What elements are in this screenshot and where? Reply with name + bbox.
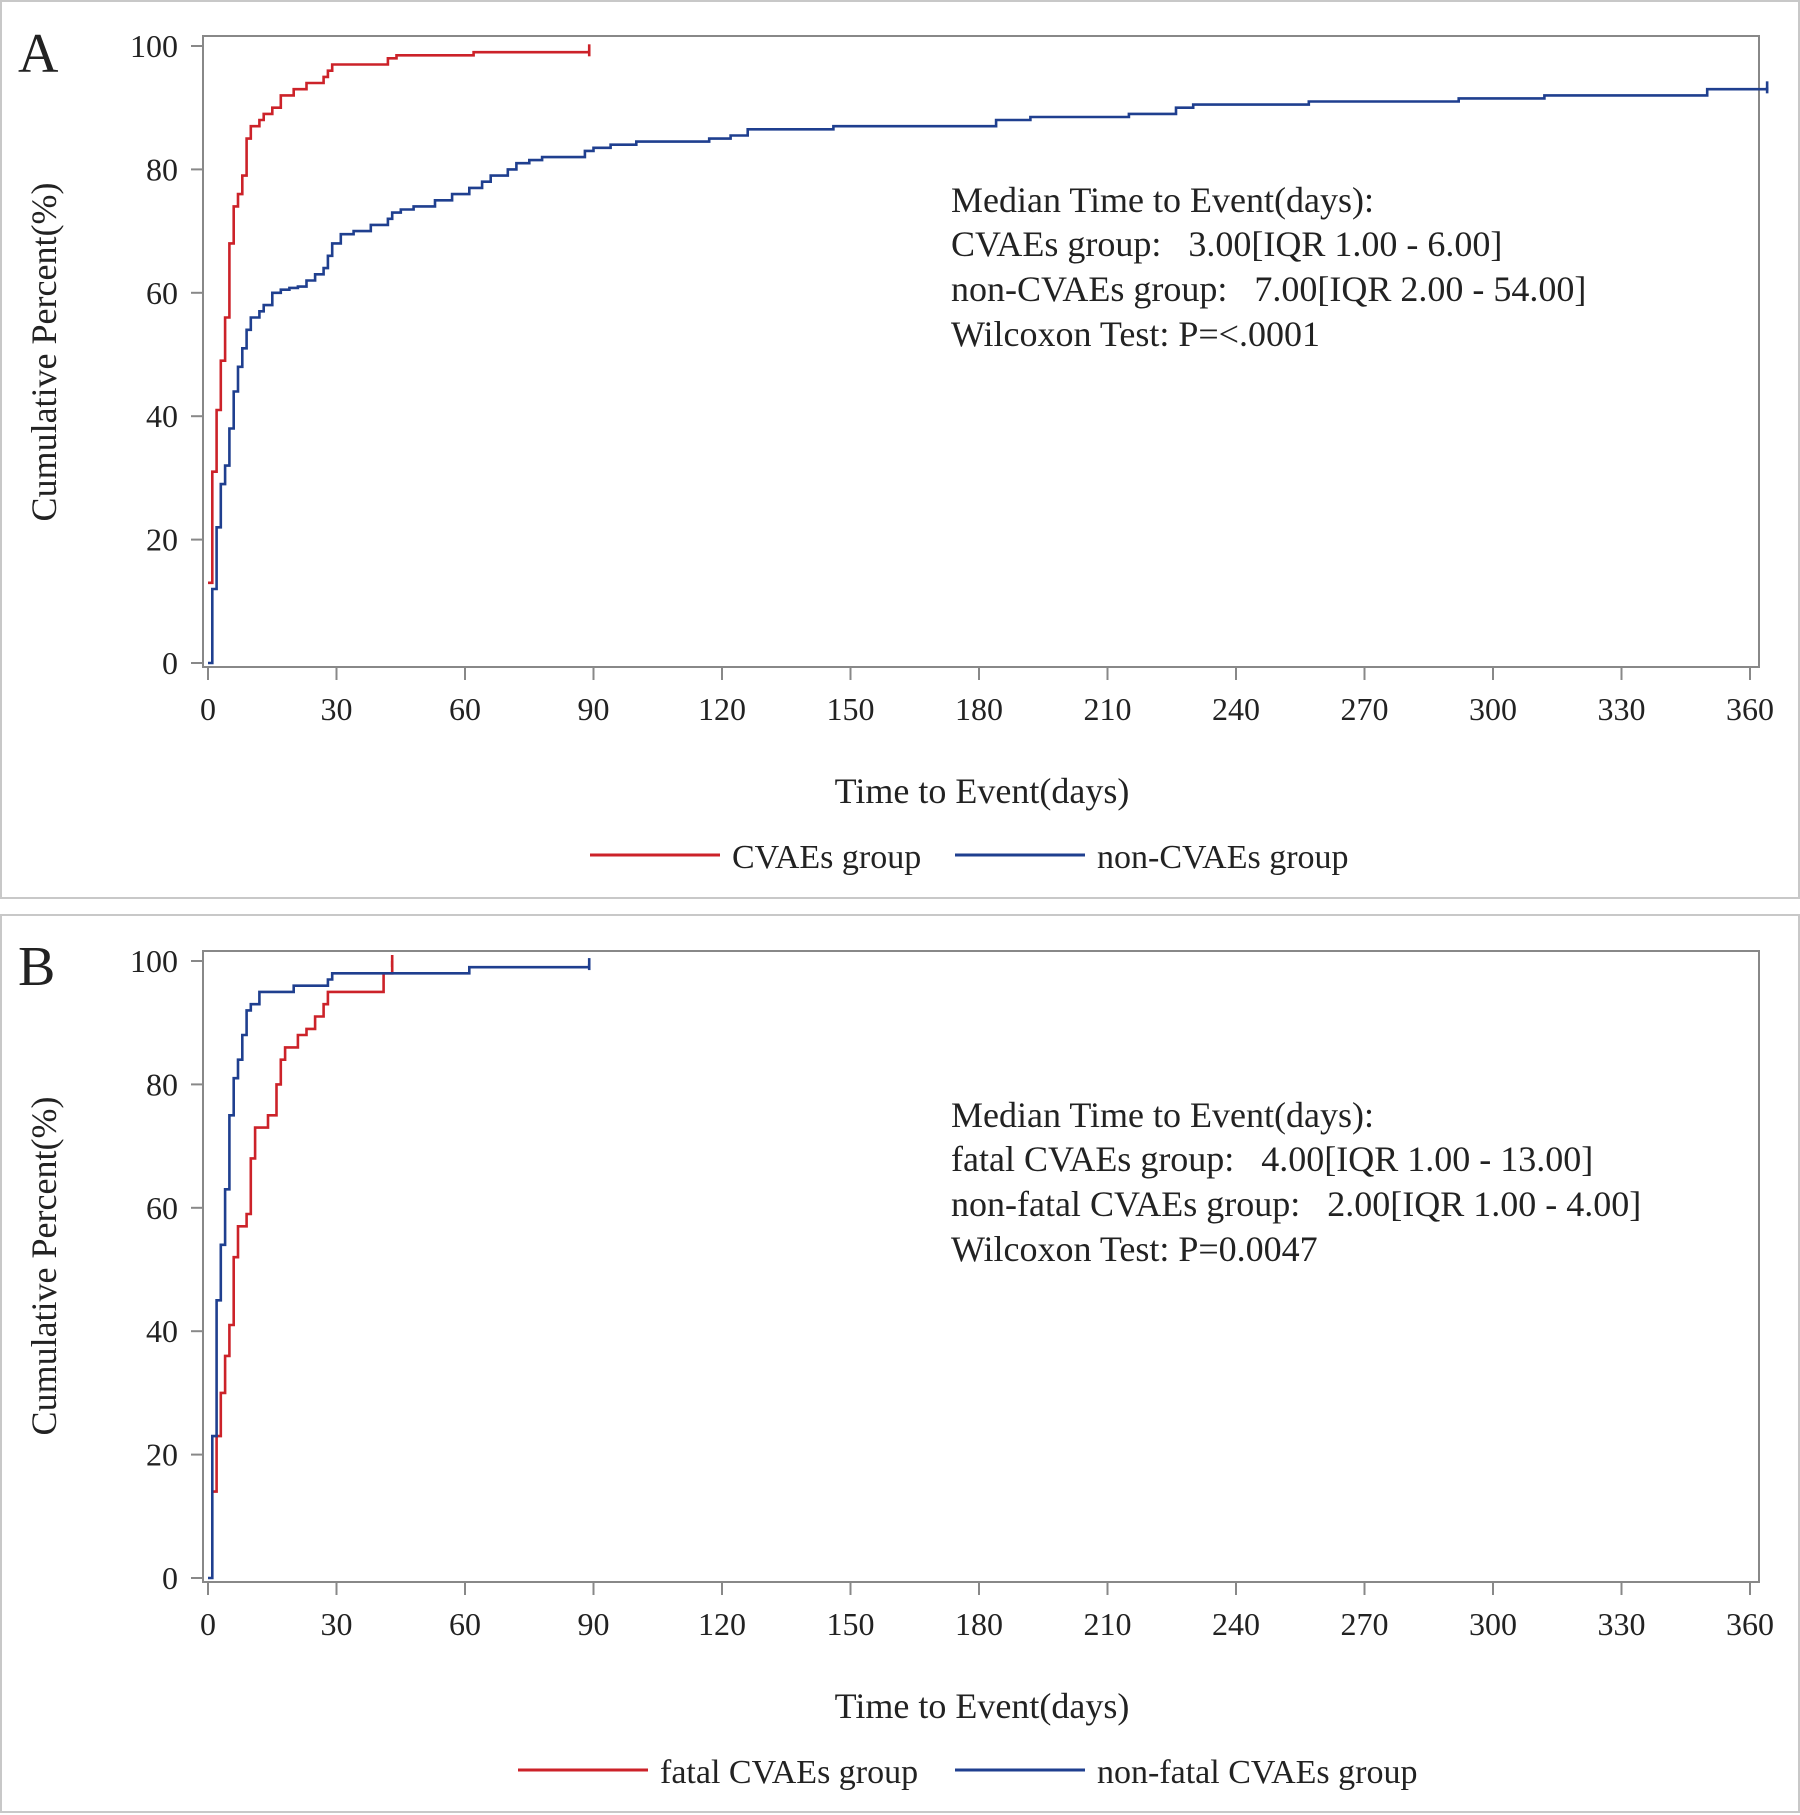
panel-b-x-tick-label-240: 240 (1212, 1606, 1260, 1642)
panel-b-annotation: Median Time to Event(days): fatal CVAEs … (951, 1095, 1641, 1269)
panel-b-x-tick-label-330: 330 (1598, 1606, 1646, 1642)
panel-a-x-tick-label-150: 150 (827, 691, 875, 727)
panel-a-legend-label-cvaes: CVAEs group (732, 839, 921, 876)
panel-b-x-tick-label-60: 60 (449, 1606, 481, 1642)
panel-a-ylabel: Cumulative Percent(%) (24, 183, 64, 522)
panel-b-ylabel: Cumulative Percent(%) (24, 1097, 64, 1436)
panel-a-x-tick-label-300: 300 (1469, 691, 1517, 727)
panel-a-y-tick-label-40: 40 (146, 398, 178, 434)
panel-b-letter: B (18, 936, 55, 998)
panel-b-series (208, 955, 591, 1580)
panel-b-annotation-line-3: non-fatal CVAEs group: 2.00[IQR 1.00 - 4… (951, 1184, 1641, 1224)
panel-a-x-tick-label-210: 210 (1084, 691, 1132, 727)
panel-a-letter: A (18, 23, 59, 85)
panel-a-x-tick-label-360: 360 (1726, 691, 1774, 727)
panel-a-plot-area (202, 35, 1760, 668)
panel-b: B 0 30 60 90 120 150 180 210 240 270 300 330 360 0 20 4… (0, 914, 1800, 1813)
panel-b-axes: 0 30 60 90 120 150 180 210 240 270 300 330 360 0 20 40 6… (130, 943, 1774, 1642)
panel-b-x-tick-label-180: 180 (955, 1606, 1003, 1642)
panel-a-annotation-line-3: non-CVAEs group: 7.00[IQR 2.00 - 54.00] (951, 269, 1586, 309)
panel-a-annotation-line-1: Median Time to Event(days): (951, 180, 1374, 220)
panel-a-annotation-line-4: Wilcoxon Test: P=<.0001 (951, 314, 1320, 354)
panel-a-y-tick-label-20: 20 (146, 522, 178, 558)
panel-b-y-tick-label-40: 40 (146, 1313, 178, 1349)
panel-a-series-line-1 (208, 87, 1769, 665)
panel-b-x-tick-label-210: 210 (1084, 1606, 1132, 1642)
panel-b-y-tick-label-20: 20 (146, 1437, 178, 1473)
panel-a-y-tick-label-100: 100 (130, 28, 178, 64)
panel-b-x-tick-label-270: 270 (1341, 1606, 1389, 1642)
panel-b-series-line-1 (208, 964, 591, 1580)
panel-a-x-tick-label-90: 90 (578, 691, 610, 727)
panel-a-x-tick-label-0: 0 (200, 691, 216, 727)
panel-b-y-tick-label-0: 0 (162, 1560, 178, 1596)
panel-a-legend: CVAEs group non-CVAEs group (590, 839, 1349, 876)
panel-b-legend-label-non-fatal: non-fatal CVAEs group (1097, 1754, 1417, 1791)
panel-b-xlabel: Time to Event(days) (835, 1686, 1130, 1726)
panel-b-x-tick-label-300: 300 (1469, 1606, 1517, 1642)
panel-a-annotation-line-2: CVAEs group: 3.00[IQR 1.00 - 6.00] (951, 224, 1502, 264)
panel-a-y-tick-label-0: 0 (162, 645, 178, 681)
panel-a-axes: 0 30 60 90 120 150 180 210 240 270 300 330 360 0 20 40 6… (130, 28, 1774, 727)
panel-a-x-tick-label-60: 60 (449, 691, 481, 727)
panel-b-x-tick-label-0: 0 (200, 1606, 216, 1642)
panel-a-x-tick-label-30: 30 (321, 691, 353, 727)
panel-a-annotation: Median Time to Event(days): CVAEs group:… (951, 180, 1586, 354)
panel-b-x-tick-label-30: 30 (321, 1606, 353, 1642)
panel-a-legend-label-non-cvaes: non-CVAEs group (1097, 839, 1349, 876)
panel-a-x-tick-label-120: 120 (698, 691, 746, 727)
panel-a-series-line-0 (208, 50, 591, 585)
panel-b-annotation-line-2: fatal CVAEs group: 4.00[IQR 1.00 - 13.00… (951, 1139, 1593, 1179)
panel-b-x-tick-label-90: 90 (578, 1606, 610, 1642)
panel-b-y-tick-label-80: 80 (146, 1066, 178, 1102)
panel-b-plot-area (202, 950, 1760, 1583)
panel-a-x-tick-label-180: 180 (955, 691, 1003, 727)
panel-a-y-tick-label-80: 80 (146, 151, 178, 187)
panel-a-x-tick-label-240: 240 (1212, 691, 1260, 727)
panel-b-y-tick-label-100: 100 (130, 943, 178, 979)
panel-b-y-tick-label-60: 60 (146, 1190, 178, 1226)
panel-b-series-line-0 (212, 961, 394, 1493)
panel-b-annotation-line-1: Median Time to Event(days): (951, 1095, 1374, 1135)
panel-a-xlabel: Time to Event(days) (835, 771, 1130, 811)
panel-a-x-tick-label-270: 270 (1341, 691, 1389, 727)
panel-b-annotation-line-4: Wilcoxon Test: P=0.0047 (951, 1229, 1318, 1269)
panel-b-x-tick-label-360: 360 (1726, 1606, 1774, 1642)
panel-b-x-tick-label-120: 120 (698, 1606, 746, 1642)
panel-a-x-tick-label-330: 330 (1598, 691, 1646, 727)
panel-a-y-tick-label-60: 60 (146, 275, 178, 311)
panel-a: A 0 30 60 90 120 150 180 210 240 270 300 330 360 0 20 4… (0, 0, 1800, 899)
panel-b-x-tick-label-150: 150 (827, 1606, 875, 1642)
panel-a-series (208, 44, 1769, 665)
panel-b-legend-label-fatal: fatal CVAEs group (660, 1754, 918, 1791)
panel-b-legend: fatal CVAEs group non-fatal CVAEs group (518, 1754, 1417, 1791)
